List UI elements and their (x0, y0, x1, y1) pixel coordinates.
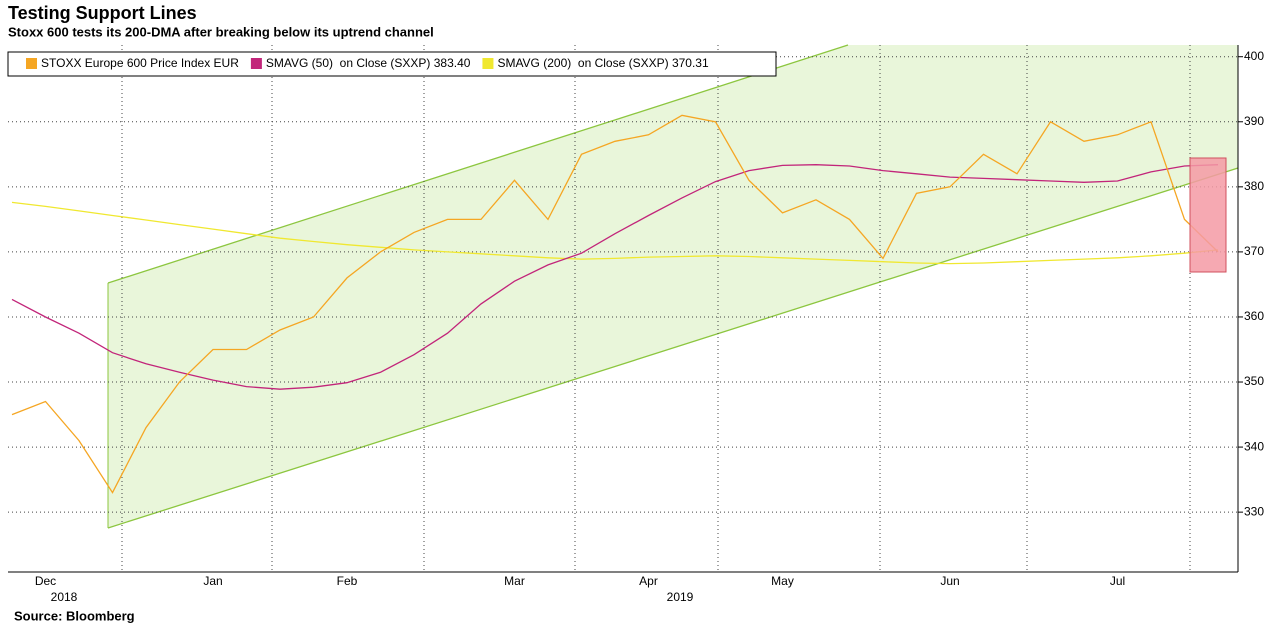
y-tick-label: 330 (1244, 504, 1264, 518)
year-label: 2019 (667, 590, 694, 604)
y-tick-label: 350 (1244, 374, 1264, 388)
legend: STOXX Europe 600 Price Index EUR SMAVG (5… (7, 51, 777, 77)
y-tick-label: 370 (1244, 244, 1264, 258)
legend-swatch (482, 58, 494, 69)
chart-subtitle: Stoxx 600 tests its 200-DMA after breaki… (8, 24, 434, 39)
legend-swatch (26, 58, 37, 69)
legend-swatch (250, 58, 262, 69)
x-tick-label: May (771, 574, 794, 588)
chart-title: Testing Support Lines (8, 3, 197, 23)
x-tick-label: Jun (940, 574, 959, 588)
series-line (11, 164, 1219, 390)
x-tick-label: Dec (35, 574, 56, 588)
uptrend-channel (108, 45, 1238, 528)
y-tick-label: 380 (1244, 179, 1264, 193)
source: Source: Bloomberg (14, 608, 135, 623)
legend-box (7, 51, 777, 77)
breakdown-highlight (1189, 157, 1227, 273)
y-tick-label: 400 (1244, 49, 1264, 63)
x-tick-label: Jan (203, 574, 222, 588)
x-tick-label: Jul (1110, 574, 1125, 588)
x-tick-label: Mar (504, 574, 525, 588)
series-lines (11, 114, 1219, 494)
legend-label: SMAVG (200) on Close (SXXP) 370.31 (497, 56, 709, 70)
year-label: 2018 (51, 590, 78, 604)
channel-lower (107, 167, 1239, 529)
legend-label: SMAVG (50) on Close (SXXP) 383.40 (266, 56, 471, 70)
x-tick-label: Feb (337, 574, 358, 588)
x-tick-label: Apr (639, 574, 658, 588)
y-tick-label: 340 (1244, 439, 1264, 453)
y-tick-label: 390 (1244, 114, 1264, 128)
channel-upper (107, 44, 849, 284)
series-line (11, 201, 1219, 265)
series-line (11, 114, 1219, 494)
y-tick-label: 360 (1244, 309, 1264, 323)
legend-label: STOXX Europe 600 Price Index EUR (41, 56, 239, 70)
